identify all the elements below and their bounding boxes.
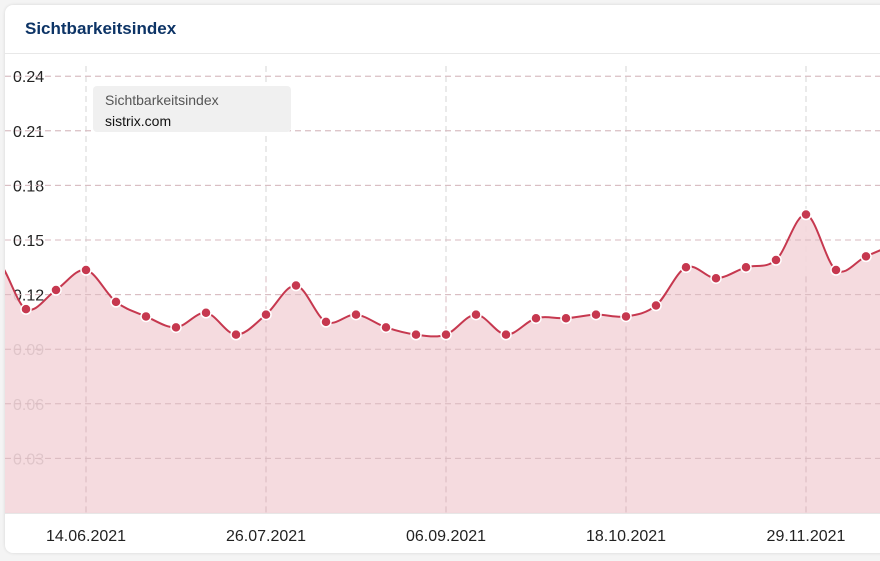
- data-point: [620, 310, 632, 323]
- data-point: [440, 328, 452, 341]
- x-tick-label: 06.09.2021: [406, 528, 486, 545]
- data-point: [170, 321, 182, 334]
- data-point: [0, 256, 1, 266]
- y-tick-label: 0.15: [13, 233, 44, 250]
- y-tick-label: 0.21: [13, 124, 44, 141]
- data-point: [650, 299, 662, 312]
- data-point: [830, 264, 842, 276]
- data-point: [230, 328, 242, 341]
- data-point: [470, 308, 482, 321]
- data-point: [410, 328, 422, 341]
- card-title: Sichtbarkeitsindex: [25, 19, 177, 38]
- series-area: [5, 214, 880, 513]
- series-group: [0, 75, 880, 513]
- data-point: [590, 308, 602, 321]
- x-tick-label: 18.10.2021: [586, 528, 666, 545]
- y-tick-label: 0.18: [13, 178, 44, 195]
- y-tick-label: 0.24: [13, 69, 44, 86]
- data-point: [500, 328, 512, 341]
- data-point: [680, 261, 692, 274]
- data-point: [20, 303, 32, 315]
- data-point: [710, 272, 722, 284]
- data-point: [140, 310, 152, 323]
- card-header: Sichtbarkeitsindex: [5, 5, 880, 54]
- data-point: [380, 321, 392, 334]
- x-tick-label: 29.11.2021: [767, 528, 846, 545]
- data-point: [560, 312, 572, 325]
- data-point: [260, 308, 272, 321]
- data-point: [860, 250, 872, 263]
- data-point: [350, 308, 362, 321]
- legend-source: sistrix.com: [105, 113, 172, 129]
- data-point: [290, 279, 302, 292]
- data-point: [80, 264, 92, 276]
- data-point: [110, 296, 122, 308]
- data-point: [320, 316, 332, 328]
- data-point: [530, 312, 542, 325]
- chart-legend: Sichtbarkeitsindex sistrix.com: [93, 86, 291, 132]
- data-point: [200, 307, 212, 319]
- data-point: [50, 284, 62, 296]
- x-tick-label: 26.07.2021: [226, 528, 306, 545]
- y-tick-label: 0.12: [13, 288, 44, 305]
- data-point: [800, 208, 812, 221]
- legend-series-name: Sichtbarkeitsindex: [105, 92, 219, 108]
- data-point: [770, 254, 782, 266]
- x-tick-label: 14.06.2021: [46, 528, 126, 545]
- data-point: [740, 261, 752, 274]
